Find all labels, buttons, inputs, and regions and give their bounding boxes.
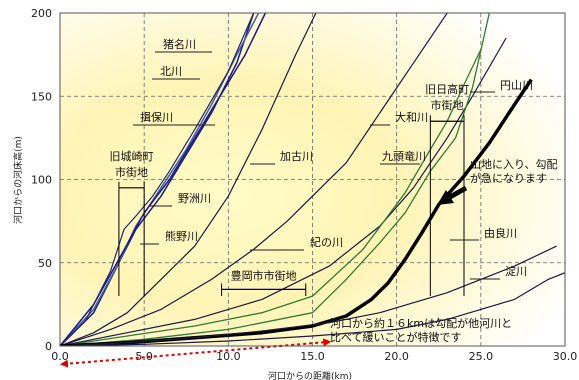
x-tick-label: 15.0 [300, 350, 325, 363]
series-label: 淀川 [505, 264, 527, 278]
gradient-note-line-2: 比べて緩いことが特徴です [330, 330, 462, 344]
x-tick-label: 25.0 [469, 350, 494, 363]
bracket-label: 旧日高町 [425, 82, 469, 96]
y-tick-label: 100 [31, 174, 52, 187]
series-line-7 [60, 49, 482, 346]
series-line-0 [60, 13, 255, 346]
bracket-label: 旧城崎町 [110, 149, 154, 163]
series-line-2 [60, 13, 267, 346]
series-label: 紀の川 [310, 236, 343, 249]
series-label: 熊野川 [165, 229, 198, 243]
sixteen-km-range-marker [60, 338, 332, 368]
mountain-annotation: 山地に入り、勾配 が急になります [437, 158, 558, 205]
x-tick-label: 20.0 [384, 350, 409, 363]
x-tick-label: 0.0 [51, 350, 69, 363]
series-label: 揖保川 [140, 110, 173, 124]
mountain-arrowhead [437, 190, 454, 205]
y-tick-label: 150 [31, 90, 52, 103]
series-label: 九頭竜川 [382, 149, 426, 163]
y-axis-label: 河口からの河床高(m) [12, 136, 24, 224]
mountain-note-line-1: 山地に入り、勾配 [470, 158, 558, 171]
bracket-label: 豊岡市市街地 [231, 268, 297, 282]
series-line-4 [60, 13, 317, 346]
series-label: 由良川 [484, 226, 517, 240]
y-tick-label: 0 [45, 340, 52, 353]
mountain-note-line-2: が急になります [470, 171, 547, 185]
series-label: 大和川 [395, 110, 428, 124]
y-tick-label: 200 [31, 7, 52, 20]
x-axis-label: 河口からの距離(km) [268, 370, 352, 380]
x-tick-label: 30.0 [553, 350, 578, 363]
series-line-5 [60, 13, 448, 346]
bracket-label-2: 市街地 [431, 98, 464, 112]
gradient-annotation: 河口から約１６kmは勾配が他河川と 比べて緩いことが特徴です [330, 316, 512, 344]
series-line-6 [60, 37, 507, 346]
series-label: 円山川 [500, 79, 533, 92]
y-tick-label: 50 [38, 257, 52, 270]
series-lines [60, 13, 565, 346]
series-label: 加古川 [280, 150, 313, 163]
mountain-arrow [448, 185, 468, 200]
series-label: 北川 [160, 65, 182, 78]
gradient-note-line-1: 河口から約１６kmは勾配が他河川と [330, 316, 512, 330]
series-label: 猪名川 [163, 37, 196, 51]
bracket-label-2: 市街地 [115, 165, 148, 179]
series-label: 野洲川 [178, 192, 211, 205]
